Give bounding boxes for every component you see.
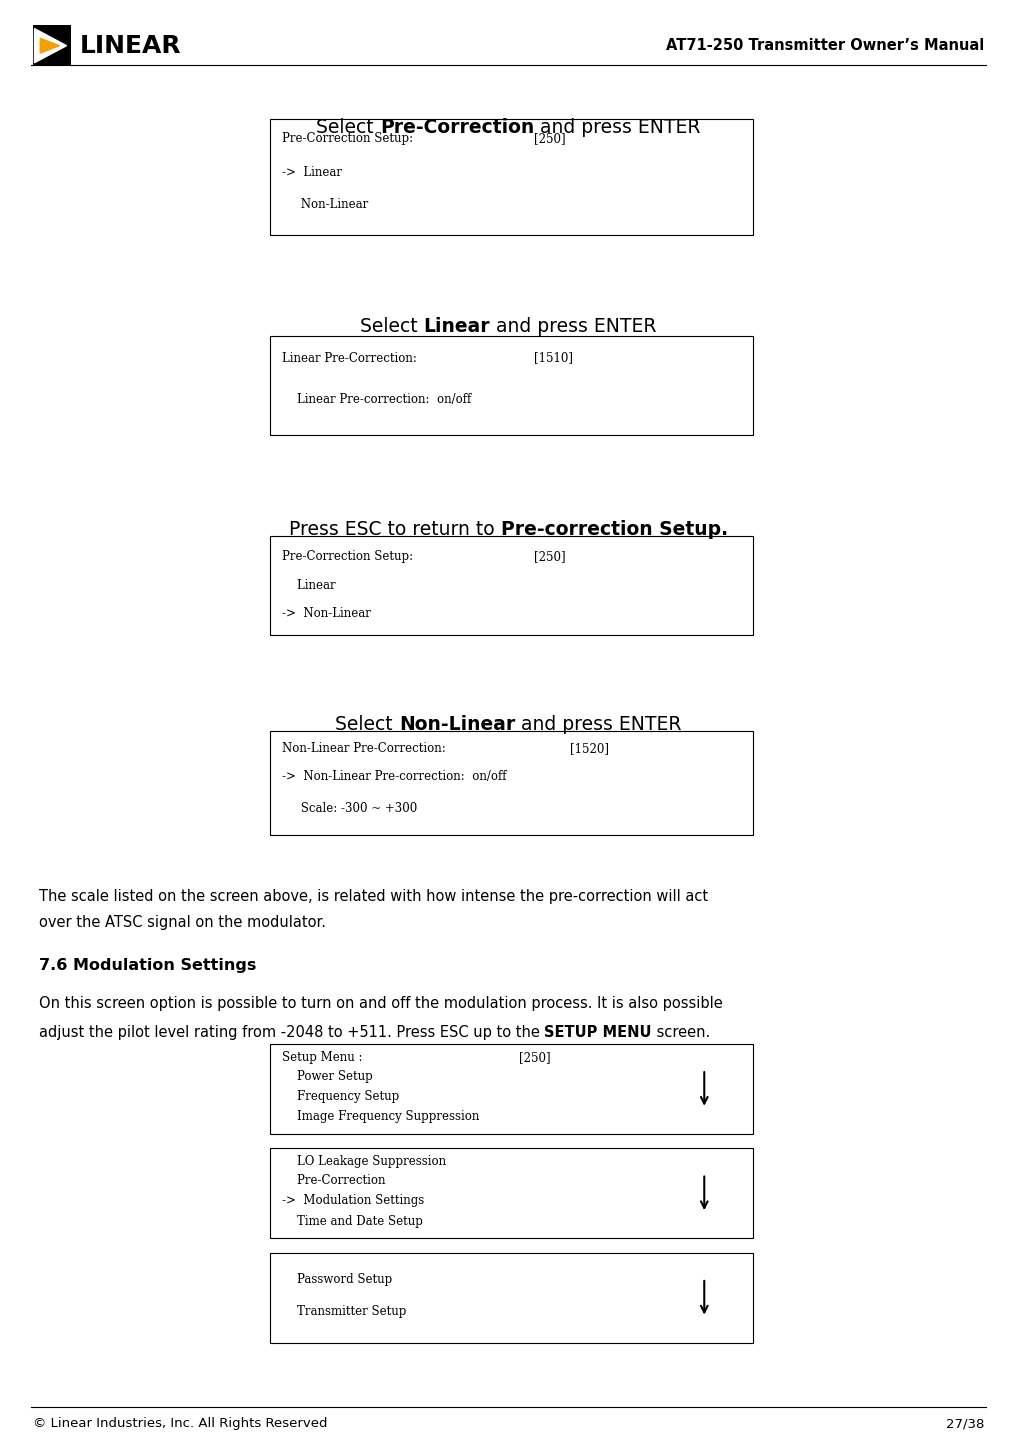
Text: Select: Select	[336, 715, 399, 735]
Polygon shape	[35, 29, 66, 62]
Text: Frequency Setup: Frequency Setup	[282, 1089, 399, 1102]
Text: 7.6 Modulation Settings: 7.6 Modulation Settings	[39, 958, 256, 973]
Text: adjust the pilot level rating from -2048 to +511. Press ESC up to the: adjust the pilot level rating from -2048…	[39, 1025, 544, 1040]
Text: Select: Select	[316, 117, 380, 138]
Text: Pre-Correction: Pre-Correction	[380, 117, 534, 138]
Bar	[270, 336, 753, 435]
Text: LO Leakage Suppression: LO Leakage Suppression	[282, 1156, 445, 1169]
Text: ->  Non-Linear Pre-correction:  on/off: -> Non-Linear Pre-correction: on/off	[282, 770, 506, 783]
Text: On this screen option is possible to turn on and off the modulation process. It : On this screen option is possible to tur…	[39, 996, 722, 1011]
Text: screen.: screen.	[652, 1025, 710, 1040]
Text: Linear Pre-correction:  on/off: Linear Pre-correction: on/off	[282, 393, 471, 406]
Text: and press ENTER: and press ENTER	[490, 316, 657, 336]
Bar	[270, 1253, 753, 1343]
Text: and press ENTER: and press ENTER	[516, 715, 681, 735]
Text: [250]: [250]	[519, 1051, 550, 1064]
Bar	[270, 1148, 753, 1238]
Text: Pre-Correction Setup:: Pre-Correction Setup:	[282, 550, 413, 563]
Bar	[270, 536, 753, 635]
Polygon shape	[41, 38, 60, 54]
Text: Linear Pre-Correction:: Linear Pre-Correction:	[282, 351, 417, 364]
Text: Non-Linear Pre-Correction:: Non-Linear Pre-Correction:	[282, 742, 445, 755]
Text: Password Setup: Password Setup	[282, 1273, 392, 1286]
Text: 27/38: 27/38	[946, 1418, 984, 1430]
Text: SETUP MENU: SETUP MENU	[544, 1025, 652, 1040]
Text: ->  Linear: -> Linear	[282, 165, 342, 178]
Text: ->  Modulation Settings: -> Modulation Settings	[282, 1193, 424, 1206]
Text: The scale listed on the screen above, is related with how intense the pre‐correc: The scale listed on the screen above, is…	[39, 889, 708, 903]
Bar	[270, 119, 753, 235]
Text: Non-Linear: Non-Linear	[282, 199, 368, 212]
Text: and press ENTER: and press ENTER	[534, 117, 701, 138]
Bar	[270, 1044, 753, 1134]
Text: over the ATSC signal on the modulator.: over the ATSC signal on the modulator.	[39, 915, 325, 929]
Text: Linear: Linear	[282, 580, 336, 592]
Text: Pre-Correction: Pre-Correction	[282, 1174, 385, 1188]
Text: Scale: -300 ~ +300: Scale: -300 ~ +300	[282, 802, 417, 815]
Text: Non-Linear: Non-Linear	[399, 715, 516, 735]
Text: LINEAR: LINEAR	[79, 33, 181, 58]
Text: [250]: [250]	[534, 132, 565, 145]
Text: ->  Non-Linear: -> Non-Linear	[282, 608, 370, 621]
Bar	[270, 731, 753, 835]
Text: [250]: [250]	[534, 550, 565, 563]
Text: Press ESC to return to: Press ESC to return to	[289, 519, 500, 539]
Text: Pre-Correction Setup:: Pre-Correction Setup:	[282, 132, 413, 145]
Text: Transmitter Setup: Transmitter Setup	[282, 1305, 406, 1318]
Text: Power Setup: Power Setup	[282, 1070, 372, 1083]
Text: Time and Date Setup: Time and Date Setup	[282, 1215, 423, 1228]
Text: Setup Menu :: Setup Menu :	[282, 1051, 362, 1064]
Text: [1520]: [1520]	[570, 742, 608, 755]
Text: Linear: Linear	[424, 316, 490, 336]
Text: [1510]: [1510]	[534, 351, 573, 364]
Text: Select: Select	[360, 316, 424, 336]
Text: Pre-correction Setup.: Pre-correction Setup.	[500, 519, 728, 539]
Text: © Linear Industries, Inc. All Rights Reserved: © Linear Industries, Inc. All Rights Res…	[33, 1418, 327, 1430]
Text: AT71-250 Transmitter Owner’s Manual: AT71-250 Transmitter Owner’s Manual	[666, 38, 984, 54]
Bar	[33, 25, 71, 65]
Text: Image Frequency Suppression: Image Frequency Suppression	[282, 1111, 479, 1124]
